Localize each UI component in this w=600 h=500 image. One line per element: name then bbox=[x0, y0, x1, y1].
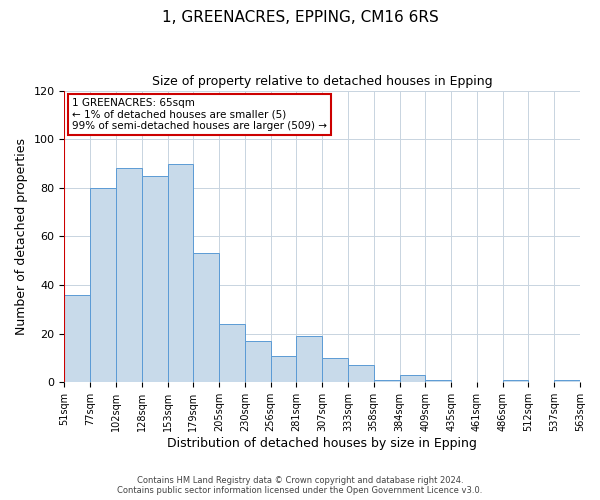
Bar bbox=[219, 324, 245, 382]
Bar bbox=[142, 176, 167, 382]
X-axis label: Distribution of detached houses by size in Epping: Distribution of detached houses by size … bbox=[167, 437, 477, 450]
Bar bbox=[425, 380, 451, 382]
Bar bbox=[167, 164, 193, 382]
Bar bbox=[554, 380, 580, 382]
Bar bbox=[271, 356, 296, 382]
Text: Contains HM Land Registry data © Crown copyright and database right 2024.
Contai: Contains HM Land Registry data © Crown c… bbox=[118, 476, 482, 495]
Bar bbox=[322, 358, 348, 382]
Y-axis label: Number of detached properties: Number of detached properties bbox=[15, 138, 28, 335]
Bar bbox=[193, 254, 219, 382]
Title: Size of property relative to detached houses in Epping: Size of property relative to detached ho… bbox=[152, 75, 493, 88]
Text: 1 GREENACRES: 65sqm
← 1% of detached houses are smaller (5)
99% of semi-detached: 1 GREENACRES: 65sqm ← 1% of detached hou… bbox=[72, 98, 327, 131]
Bar bbox=[296, 336, 322, 382]
Bar bbox=[116, 168, 142, 382]
Bar bbox=[64, 295, 90, 382]
Bar bbox=[400, 375, 425, 382]
Bar bbox=[503, 380, 529, 382]
Text: 1, GREENACRES, EPPING, CM16 6RS: 1, GREENACRES, EPPING, CM16 6RS bbox=[161, 10, 439, 25]
Bar bbox=[245, 341, 271, 382]
Bar bbox=[90, 188, 116, 382]
Bar bbox=[348, 366, 374, 382]
Bar bbox=[374, 380, 400, 382]
